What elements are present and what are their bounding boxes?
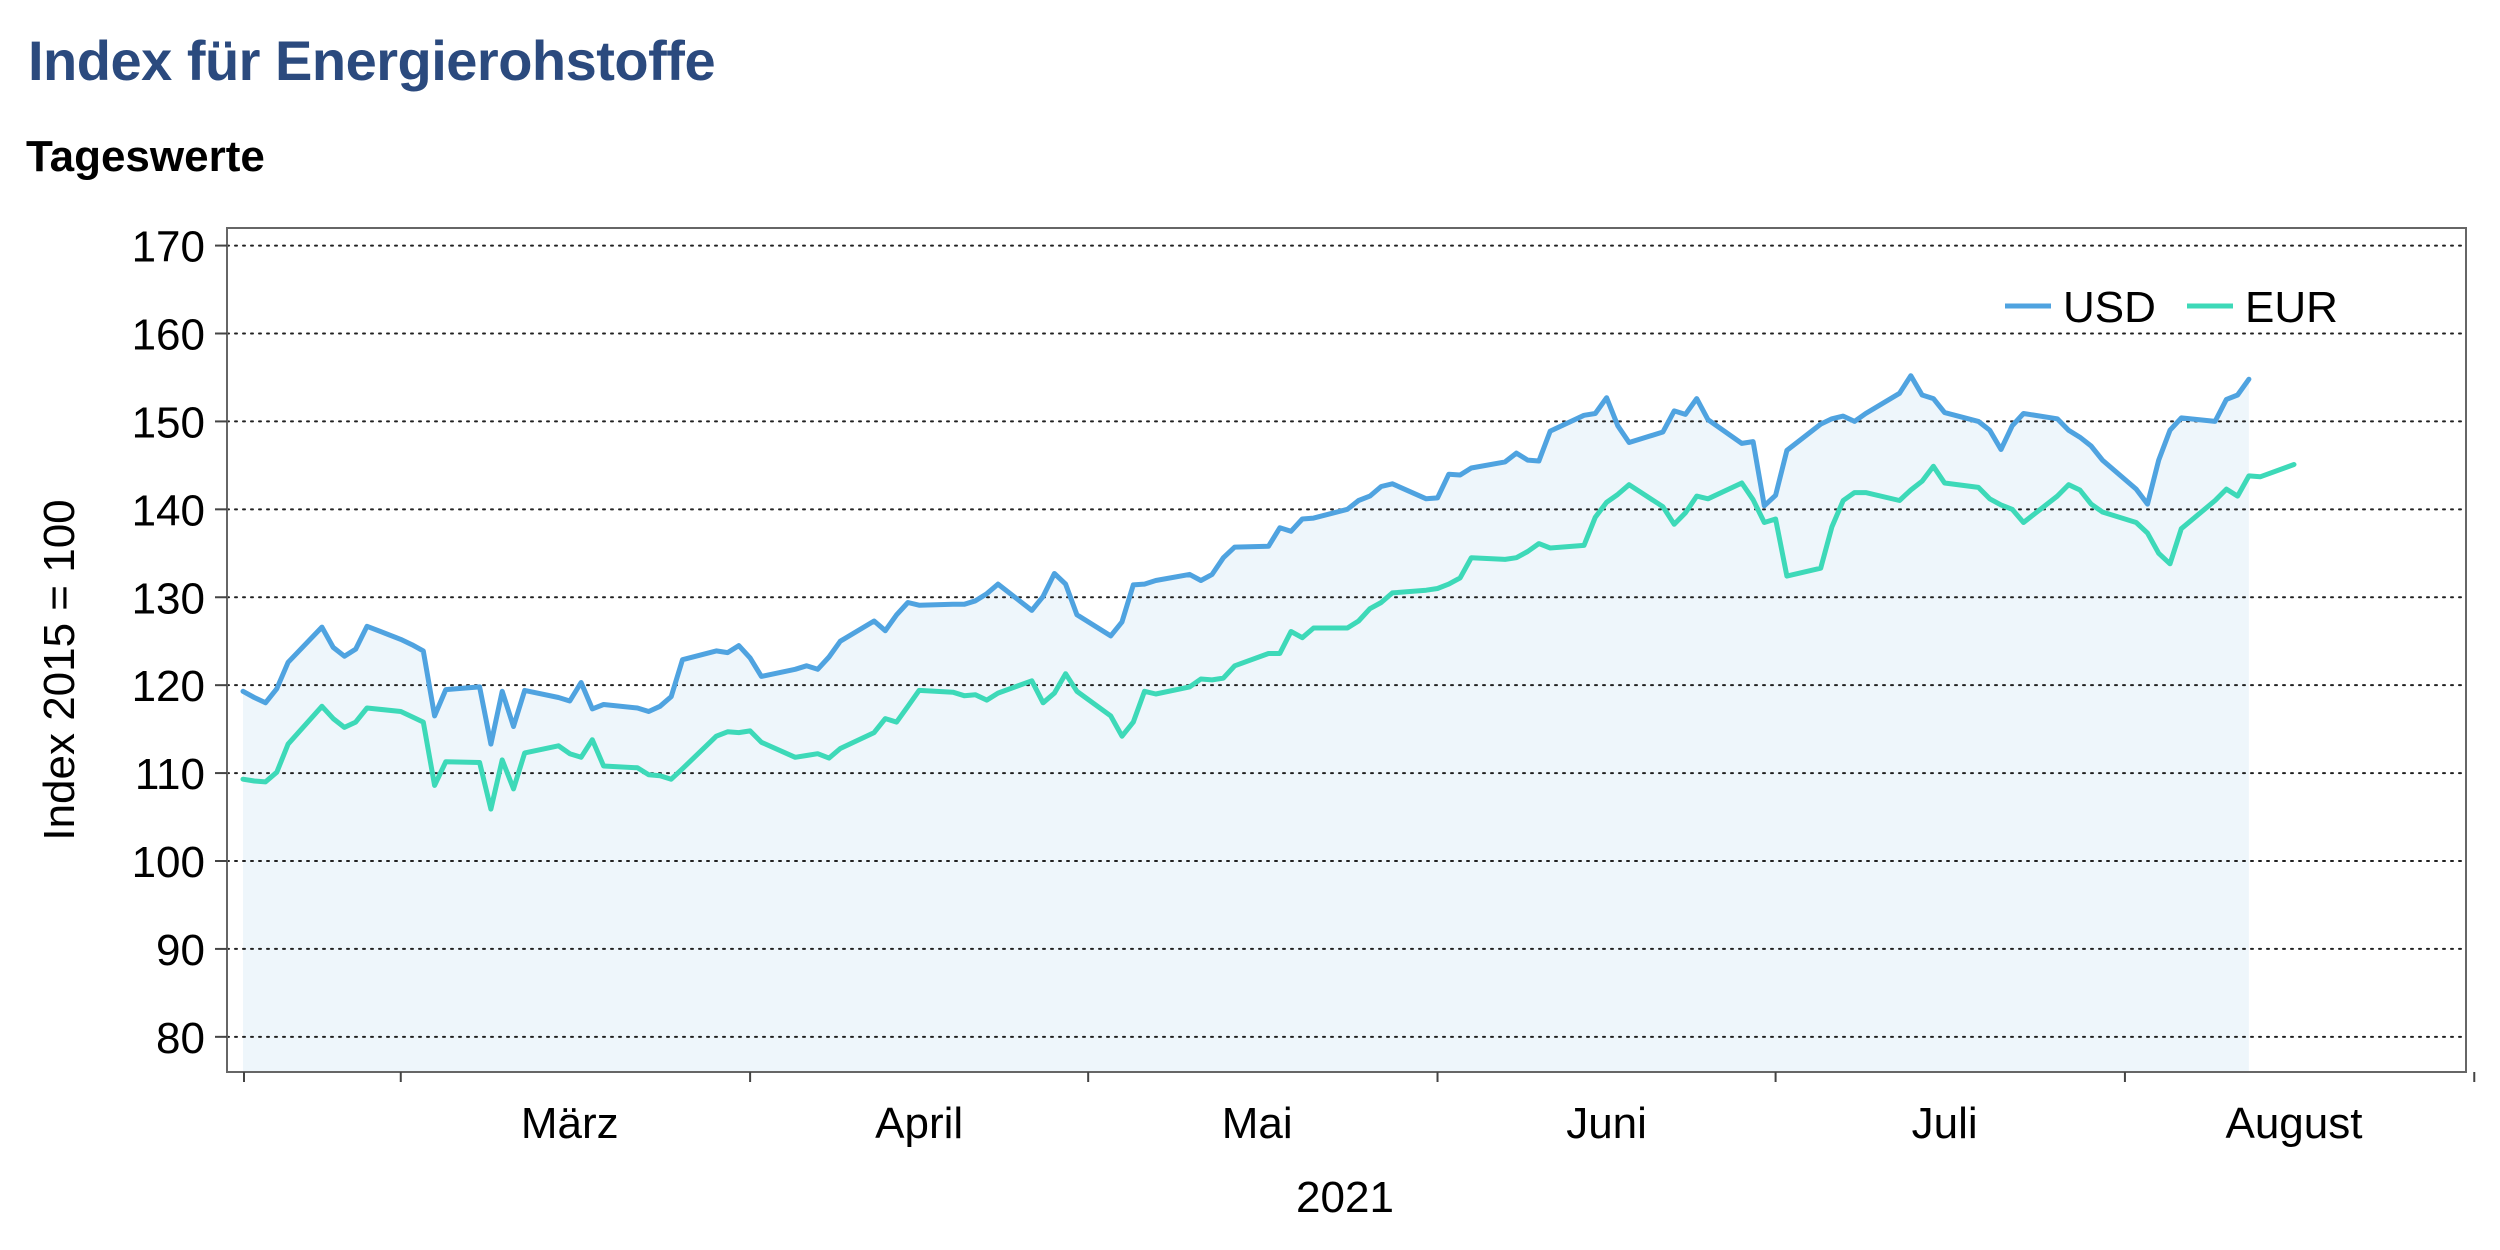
x-tick-label: Mai (1222, 1099, 1293, 1148)
area-fill (243, 375, 2249, 1072)
chart-subtitle: Tageswerte (26, 132, 265, 181)
y-tick-label: 150 (132, 398, 205, 447)
y-axis: 80 90 100 110 120 130 140 150 160 170 (132, 223, 227, 1063)
x-axis-title: 2021 (1296, 1173, 1394, 1222)
x-tick-label: Juli (1912, 1099, 1978, 1148)
y-axis-title: Index 2015 = 100 (35, 499, 84, 840)
chart-title: Index für Energierohstoffe (28, 29, 716, 92)
legend-usd-label: USD (2063, 283, 2156, 332)
series-line-eur (240, 462, 2297, 812)
x-tick-label: April (875, 1099, 963, 1148)
y-tick-label: 100 (132, 838, 205, 887)
y-tick-label: 140 (132, 486, 205, 535)
area-fill-layer (243, 375, 2249, 1072)
legend: USD EUR (2005, 283, 2338, 332)
x-tick-label: Juni (1566, 1099, 1647, 1148)
y-tick-label: 110 (135, 750, 205, 799)
y-tick-label: 170 (132, 223, 205, 272)
y-tick-label: 160 (132, 311, 205, 360)
y-tick-label: 130 (132, 574, 205, 623)
plot-frame (226, 227, 2467, 1073)
y-tick-label: 80 (156, 1014, 205, 1063)
y-tick-label: 90 (156, 926, 205, 975)
x-tick-label: August (2225, 1099, 2362, 1148)
x-tick-label: März (521, 1099, 619, 1148)
legend-eur-label: EUR (2245, 283, 2338, 332)
series-line-usd (240, 373, 2252, 747)
y-tick-label: 120 (132, 662, 205, 711)
x-axis: März April Mai Juni Juli August (243, 1072, 2476, 1148)
series-layer (240, 373, 2297, 812)
